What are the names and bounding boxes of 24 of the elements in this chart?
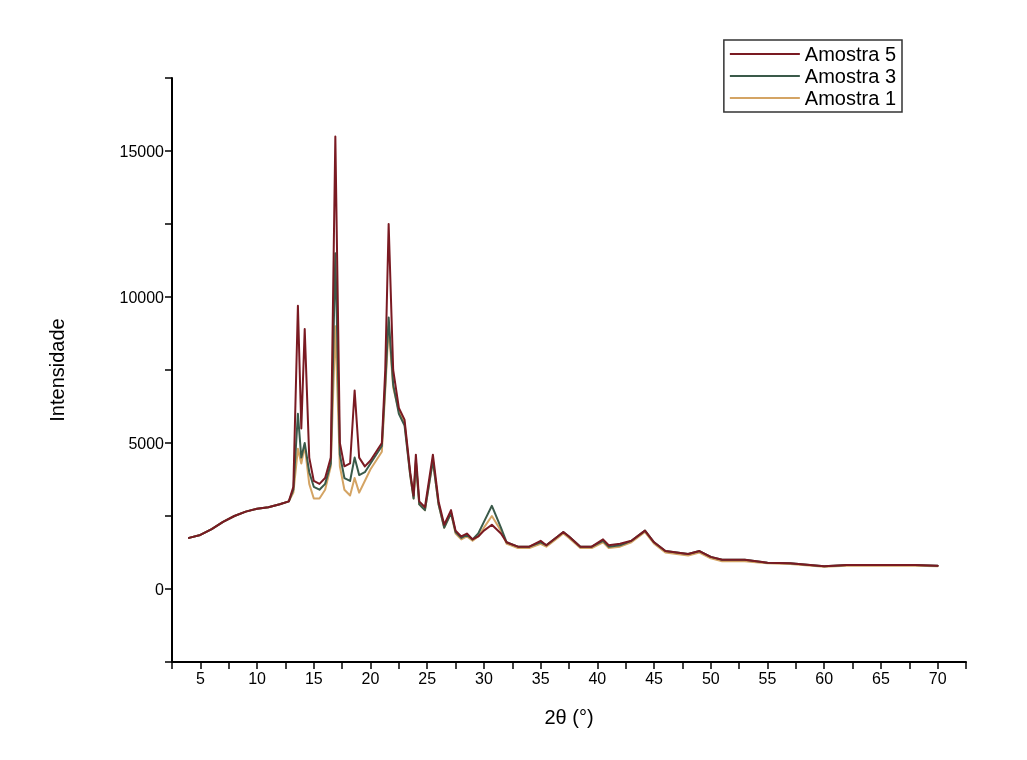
- x-tick-label: 5: [195, 669, 205, 687]
- x-tick-label: 15: [304, 669, 323, 687]
- legend-label: Amostra 1: [804, 87, 897, 109]
- x-tick-label: 25: [418, 669, 437, 687]
- x-tick-label: 70: [928, 669, 947, 687]
- x-axis-title: 2θ (°): [544, 706, 594, 728]
- x-tick-label: 55: [758, 669, 777, 687]
- x-tick-label: 20: [361, 669, 380, 687]
- legend-label: Amostra 5: [804, 43, 897, 65]
- x-tick-label: 45: [645, 669, 664, 687]
- x-tick-label: 35: [531, 669, 550, 687]
- y-axis-title: Intensidade: [46, 318, 68, 422]
- x-tick-label: 50: [701, 669, 720, 687]
- x-tick-label: 65: [872, 669, 890, 687]
- y-tick-label: 0: [155, 580, 165, 598]
- x-tick-label: 30: [475, 669, 493, 687]
- y-tick-label: 5000: [128, 434, 165, 452]
- x-tick-label: 10: [248, 669, 267, 687]
- x-tick-label: 40: [588, 669, 607, 687]
- legend-label: Amostra 3: [804, 65, 897, 87]
- x-tick-label: 60: [815, 669, 834, 687]
- line-series: [188, 135, 939, 568]
- y-tick-label: 15000: [119, 142, 165, 160]
- y-tick-label: 10000: [119, 288, 165, 306]
